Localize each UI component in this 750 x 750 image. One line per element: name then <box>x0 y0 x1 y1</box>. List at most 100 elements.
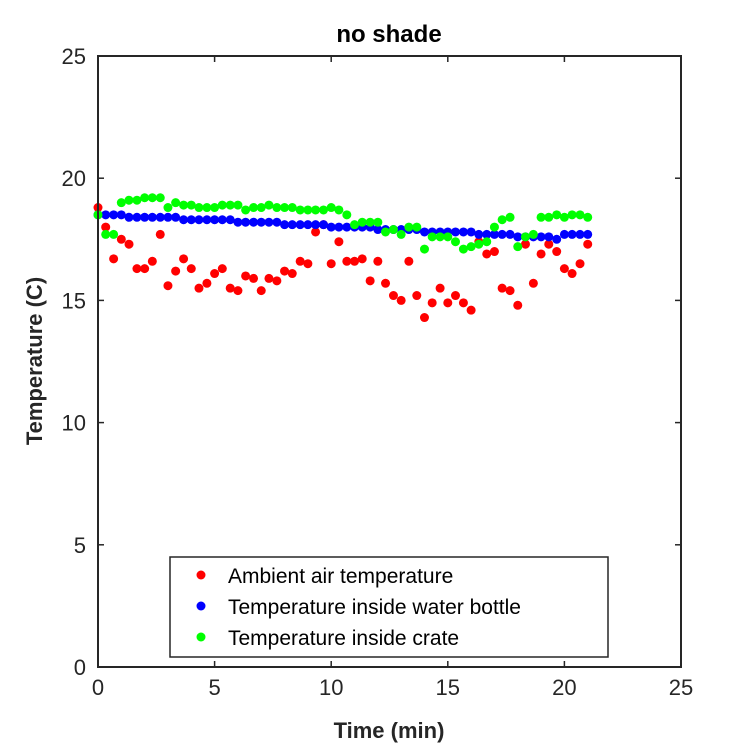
crate-point <box>256 203 266 213</box>
water-bottle-point <box>225 215 235 225</box>
water-bottle-point <box>303 220 313 230</box>
water-bottle-point <box>256 217 266 227</box>
ambient-point <box>116 234 126 244</box>
ambient-point <box>559 264 569 274</box>
crate-point <box>388 225 398 235</box>
crate-point <box>412 222 422 232</box>
crate-point <box>505 212 515 222</box>
legend-marker-ambient <box>196 570 206 580</box>
crate-point <box>404 222 414 232</box>
ambient-point <box>101 222 111 232</box>
ambient-point <box>225 283 235 293</box>
water-bottle-point <box>179 215 189 225</box>
ambient-point <box>210 269 220 279</box>
y-tick-label: 5 <box>74 533 86 558</box>
ambient-point <box>412 291 422 301</box>
water-bottle-point <box>319 220 329 230</box>
x-tick-label: 10 <box>319 675 343 700</box>
ambient-point <box>505 286 515 296</box>
x-tick-label: 20 <box>552 675 576 700</box>
ambient-point <box>350 256 360 266</box>
water-bottle-point <box>505 229 515 239</box>
crate-point <box>350 220 360 230</box>
ambient-point <box>513 300 523 310</box>
water-bottle-point <box>186 215 196 225</box>
crate-point <box>132 195 142 205</box>
ambient-point <box>528 278 538 288</box>
chart-title: no shade <box>336 21 441 48</box>
ambient-point <box>264 273 274 283</box>
ambient-point <box>179 254 189 264</box>
ambient-point <box>217 264 227 274</box>
legend: Ambient air temperature Temperature insi… <box>169 556 609 658</box>
crate-point <box>357 217 367 227</box>
water-bottle-point <box>124 212 134 222</box>
water-bottle-point <box>466 227 476 237</box>
ambient-point <box>342 256 352 266</box>
ambient-point <box>458 298 468 308</box>
crate-point <box>179 200 189 210</box>
legend-label-ambient: Ambient air temperature <box>228 565 453 588</box>
water-bottle-point <box>373 225 383 235</box>
ambient-point <box>567 269 577 279</box>
legend-marker-crate <box>196 632 206 642</box>
y-tick-label: 15 <box>62 288 86 313</box>
water-bottle-point <box>217 215 227 225</box>
crate-point <box>528 229 538 239</box>
water-bottle-point <box>474 229 484 239</box>
ambient-point <box>381 278 391 288</box>
y-axis-label: Temperature (C) <box>22 277 47 445</box>
ambient-point <box>132 264 142 274</box>
crate-point <box>482 237 492 247</box>
water-bottle-point <box>575 229 585 239</box>
crate-point <box>583 212 593 222</box>
ambient-point <box>287 269 297 279</box>
crate-point <box>497 215 507 225</box>
water-bottle-point <box>233 217 243 227</box>
water-bottle-point <box>342 222 352 232</box>
water-bottle-point <box>567 229 577 239</box>
water-bottle-point <box>280 220 290 230</box>
series-water-bottle <box>93 210 593 244</box>
crate-point <box>365 217 375 227</box>
water-bottle-point <box>132 212 142 222</box>
water-bottle-point <box>171 212 181 222</box>
crate-point <box>241 205 251 215</box>
ambient-point <box>427 298 437 308</box>
crate-point <box>109 229 119 239</box>
water-bottle-point <box>334 222 344 232</box>
crate-point <box>458 244 468 254</box>
crate-point <box>101 229 111 239</box>
y-tick-label: 10 <box>62 411 86 436</box>
crate-point <box>233 200 243 210</box>
ambient-point <box>233 286 243 296</box>
crate-point <box>559 212 569 222</box>
crate-point <box>419 244 429 254</box>
water-bottle-point <box>202 215 212 225</box>
water-bottle-point <box>249 217 259 227</box>
ambient-point <box>155 229 165 239</box>
ambient-point <box>194 283 204 293</box>
ambient-point <box>147 256 157 266</box>
ambient-point <box>140 264 150 274</box>
crate-point <box>163 203 173 213</box>
ambient-point <box>256 286 266 296</box>
series-ambient <box>93 203 593 323</box>
ambient-point <box>466 305 476 315</box>
water-bottle-point <box>163 212 173 222</box>
crate-point <box>466 242 476 252</box>
crate-point <box>552 210 562 220</box>
legend-label-crate: Temperature inside crate <box>228 627 459 650</box>
ambient-point <box>357 254 367 264</box>
ambient-point <box>489 247 499 257</box>
crate-point <box>474 239 484 249</box>
ambient-point <box>241 271 251 281</box>
water-bottle-point <box>419 227 429 237</box>
water-bottle-point <box>140 212 150 222</box>
plot-frame <box>97 55 682 668</box>
crate-point <box>295 205 305 215</box>
ambient-point <box>552 247 562 257</box>
ambient-point <box>280 266 290 276</box>
tick-layer: 0 5 10 15 20 25 0 5 10 15 20 25 <box>62 44 694 700</box>
